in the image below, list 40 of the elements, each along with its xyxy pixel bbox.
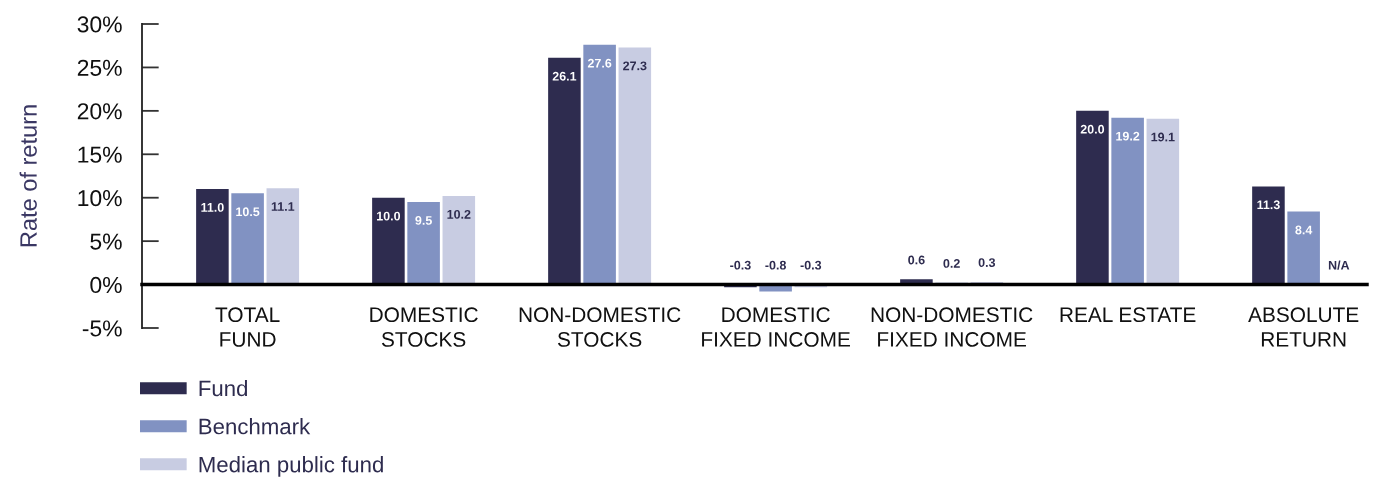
legend-label: Median public fund xyxy=(199,456,383,477)
data-label: 27.6 xyxy=(587,58,612,68)
y-tick-label: 15% xyxy=(78,146,122,163)
x-tick-label: NON-DOMESTIC FIXED INCOME xyxy=(871,307,1033,347)
data-label: -0.3 xyxy=(730,260,751,270)
data-label: 0.2 xyxy=(943,259,960,268)
x-tick-label: DOMESTIC FIXED INCOME xyxy=(702,307,850,347)
y-tick-label: 20% xyxy=(77,103,122,120)
data-label: 0.6 xyxy=(908,255,925,265)
y-tick-label: -5% xyxy=(82,320,122,337)
data-label: 26.1 xyxy=(552,71,577,81)
data-label: -0.3 xyxy=(800,260,822,270)
y-tick-label: 0% xyxy=(90,276,122,294)
y-axis-title: Rate of return xyxy=(19,105,37,247)
data-label: 10.0 xyxy=(377,211,401,221)
data-label: 11.0 xyxy=(201,202,224,212)
data-label: 0.3 xyxy=(978,258,996,268)
x-tick-label: TOTAL FUND xyxy=(215,307,280,347)
data-label: 8.4 xyxy=(1295,225,1313,235)
data-label: 11.3 xyxy=(1257,200,1280,210)
data-label: 19.1 xyxy=(1151,132,1175,142)
legend-label: Benchmark xyxy=(199,418,311,435)
y-tick-label: 5% xyxy=(90,233,122,250)
data-label: 11.1 xyxy=(271,202,295,211)
data-label: 27.3 xyxy=(623,61,647,71)
data-label: 10.2 xyxy=(447,209,471,219)
x-tick-label: ABSOLUTE RETURN xyxy=(1248,307,1359,347)
data-label: 20.0 xyxy=(1080,124,1105,134)
x-tick-label: REAL ESTATE xyxy=(1060,307,1196,323)
legend-label: Fund xyxy=(199,380,247,397)
x-tick-label: NON-DOMESTIC STOCKS xyxy=(519,307,681,347)
data-label: 10.5 xyxy=(236,207,260,217)
text: N/A xyxy=(1328,260,1350,270)
x-tick-label: DOMESTIC STOCKS xyxy=(370,307,478,347)
y-tick-label: 25% xyxy=(77,59,122,76)
y-tick-label: 10% xyxy=(78,190,122,207)
data-label: 19.2 xyxy=(1116,131,1140,141)
y-tick-label: 30% xyxy=(77,16,122,33)
data-label: 9.5 xyxy=(415,216,432,225)
data-label: -0.8 xyxy=(765,260,787,270)
